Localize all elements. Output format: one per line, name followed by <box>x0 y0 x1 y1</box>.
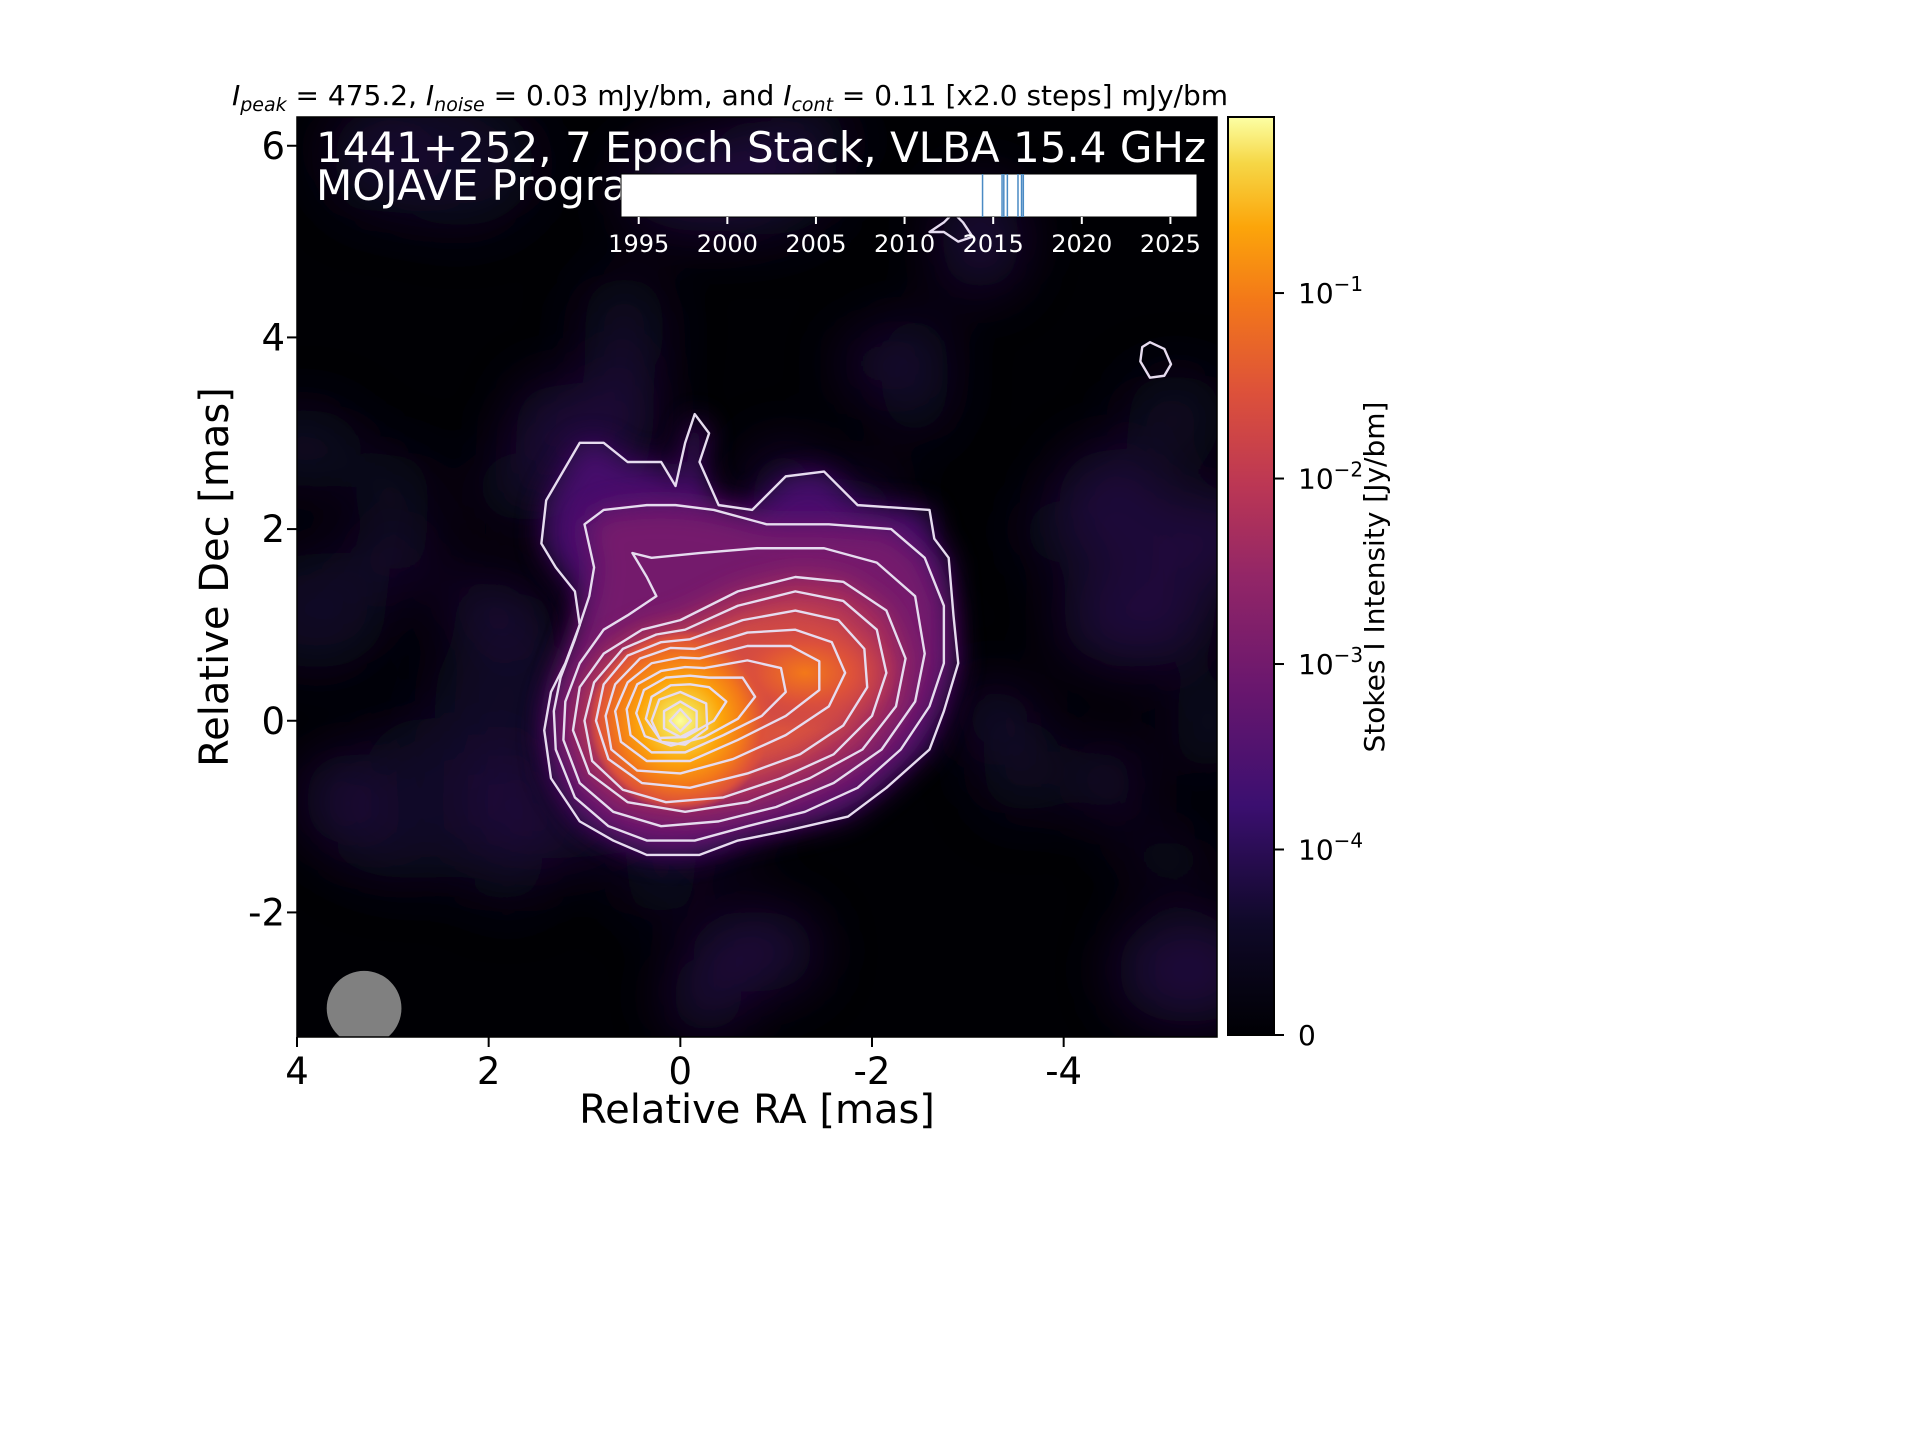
contour-c13 <box>662 700 698 739</box>
colorbar-tick-label: 10−1 <box>1298 272 1363 310</box>
background-noise <box>297 117 1217 1036</box>
x-tick-label: 2 <box>477 1050 501 1093</box>
x-axis-label: Relative RA [mas] <box>579 1087 935 1133</box>
contour-c15 <box>1139 341 1173 379</box>
timeline-tick-label: 2010 <box>874 230 935 258</box>
noise-blob <box>338 146 409 214</box>
noise-blob <box>1059 447 1165 552</box>
timeline-tick-label: 1995 <box>608 230 669 258</box>
y-tick-label: 2 <box>261 508 285 551</box>
timeline-tick-label: 2005 <box>785 230 846 258</box>
noise-blob <box>1126 373 1217 459</box>
intensity-map: 1441+252, 7 Epoch Stack, VLBA 15.4 GHz M… <box>297 117 1217 1037</box>
noise-blob <box>582 273 666 385</box>
noise-blob <box>349 536 446 578</box>
colorbar-label: Stokes I Intensity [Jy/bm] <box>1358 402 1391 753</box>
contour-c5 <box>583 590 888 804</box>
colorbar-tick-label: 10−4 <box>1298 829 1363 867</box>
contour-c7 <box>604 628 847 775</box>
contour-c1 <box>540 412 960 857</box>
source-emission <box>541 414 959 855</box>
y-tick-label: 4 <box>261 316 285 359</box>
timeline-box <box>620 173 1198 218</box>
contour-c3 <box>562 547 926 828</box>
contour-c10 <box>635 674 757 747</box>
contour-c6 <box>594 609 869 790</box>
contour-c4 <box>571 575 907 813</box>
contour-c12 <box>650 690 709 746</box>
noise-blob <box>625 845 696 917</box>
timeline-tick-label: 2020 <box>1051 230 1112 258</box>
noise-blob <box>362 719 478 847</box>
contour-c11 <box>644 683 728 740</box>
noise-blob <box>840 340 930 387</box>
noise-blob <box>1080 744 1137 818</box>
noise-blob <box>474 859 543 903</box>
y-axis: -2 0 2 4 6 <box>248 125 297 934</box>
y-axis-label: Relative Dec [mas] <box>192 387 238 767</box>
noise-blob <box>297 553 387 670</box>
contour-c9 <box>625 659 787 754</box>
noise-blob <box>693 910 819 992</box>
contour-c2 <box>552 503 946 842</box>
timeline-tick-label: 2015 <box>963 230 1024 258</box>
x-tick-label: 0 <box>669 1050 693 1093</box>
noise-blob <box>438 581 524 624</box>
colorbar-tick-label: 0 <box>1298 1019 1316 1052</box>
annotation-line-2: MOJAVE Program <box>316 161 669 210</box>
noise-blob <box>723 121 817 178</box>
noise-blob <box>469 736 553 859</box>
noise-blob <box>297 408 361 488</box>
colorbar-tick-label: 10−2 <box>1298 458 1363 496</box>
timeline-epochs <box>981 174 1025 217</box>
y-tick-label: -2 <box>248 891 285 934</box>
x-axis: 4 2 0 -2 -4 <box>285 1037 1082 1093</box>
noise-blob <box>1119 831 1215 880</box>
noise-blob <box>389 117 508 142</box>
y-tick-label: 6 <box>261 125 285 168</box>
contour-c8 <box>613 644 821 763</box>
noise-blob <box>1089 612 1150 668</box>
x-tick-label: -4 <box>1045 1050 1082 1093</box>
noise-blob <box>983 721 1065 815</box>
colorbar-gradient <box>1227 116 1275 1036</box>
x-tick-label: -2 <box>854 1050 891 1093</box>
colorbar: 0 10−4 10−3 10−2 10−1 Stokes I Intensity [Jy… <box>1227 116 1391 1052</box>
contour-lines <box>540 211 1173 857</box>
colorbar-ticks: 0 10−4 10−3 10−2 10−1 <box>1274 272 1363 1052</box>
chart-title: Ipeak = 475.2, Inoise = 0.03 mJy/bm, and… <box>232 79 1228 116</box>
noise-blob <box>1115 916 1217 1024</box>
epoch-timeline: 1995 2000 2005 2010 2015 2020 2025 <box>608 173 1201 258</box>
contour-c14 <box>668 708 693 733</box>
y-tick-label: 0 <box>261 700 285 743</box>
x-tick-label: 4 <box>285 1050 309 1093</box>
contour-c16 <box>928 211 974 243</box>
plot-frame <box>296 116 1218 1038</box>
colorbar-tick-label: 10−3 <box>1298 643 1363 681</box>
source-annotation: 1441+252, 7 Epoch Stack, VLBA 15.4 GHz M… <box>316 123 1206 210</box>
timeline-ticks: 1995 2000 2005 2010 2015 2020 2025 <box>608 217 1201 258</box>
noise-blob <box>1174 672 1217 774</box>
annotation-line-1: 1441+252, 7 Epoch Stack, VLBA 15.4 GHz <box>316 123 1206 172</box>
timeline-tick-label: 2000 <box>697 230 758 258</box>
noise-blob <box>356 451 431 528</box>
timeline-tick-label: 2025 <box>1140 230 1201 258</box>
beam-ellipse <box>326 970 402 1037</box>
